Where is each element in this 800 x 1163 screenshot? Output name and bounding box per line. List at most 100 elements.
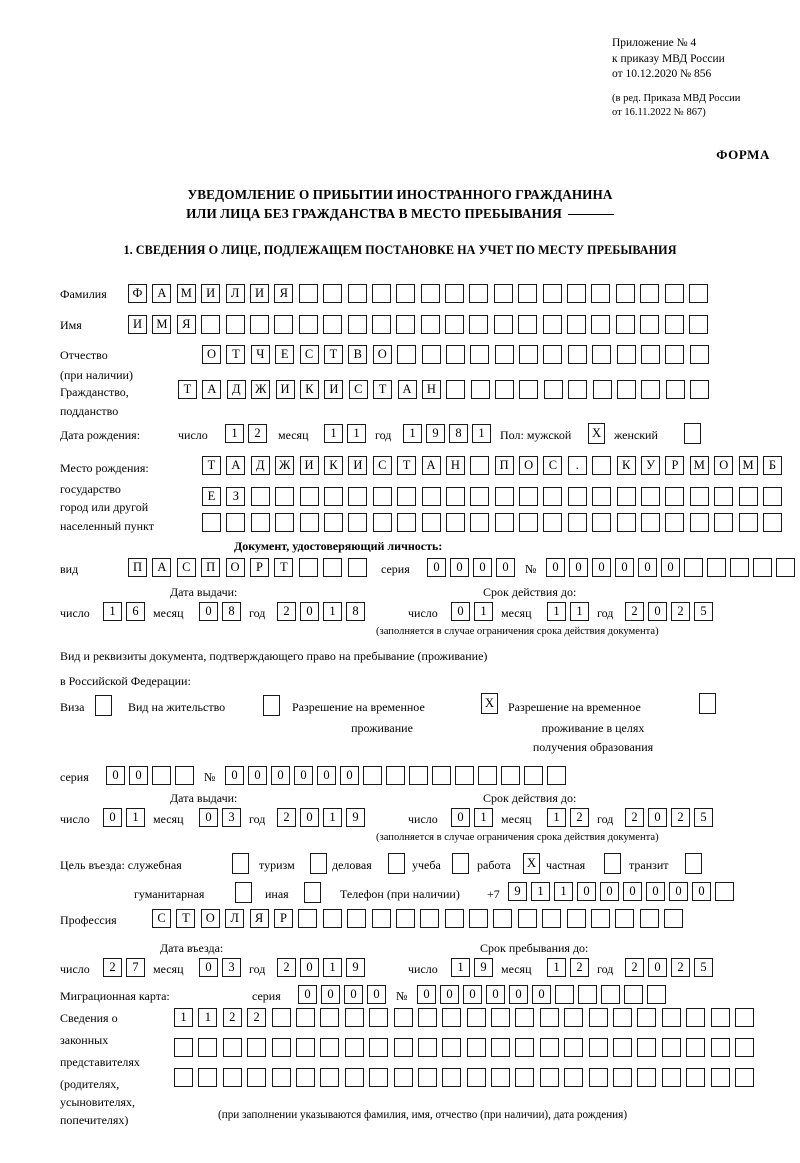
char-cell[interactable] [686,1038,706,1057]
char-cell[interactable] [298,315,318,334]
char-cell[interactable] [470,345,490,364]
char-cell[interactable]: 2 [247,1008,267,1027]
char-cell[interactable] [543,487,563,506]
char-cell[interactable] [543,345,563,364]
char-cell[interactable] [664,315,684,334]
checkbox-sex-female[interactable] [684,423,701,444]
char-cell[interactable] [686,1008,706,1027]
char-cell[interactable]: 0 [592,558,611,577]
char-cell[interactable]: 0 [692,882,711,901]
char-cell[interactable]: 0 [646,882,665,901]
char-cell[interactable] [542,284,562,303]
char-cell[interactable]: А [421,456,441,475]
char-cell[interactable] [588,1038,608,1057]
char-cell[interactable] [762,487,782,506]
char-cell[interactable] [420,284,440,303]
checkbox-residence-permit[interactable] [263,695,280,716]
char-cell[interactable]: 2 [625,958,644,977]
char-cell[interactable]: Я [249,909,269,928]
char-cell[interactable] [707,558,726,577]
char-cell[interactable] [347,909,367,928]
char-cell[interactable]: Д [226,380,246,399]
char-cell[interactable] [591,909,611,928]
char-cell[interactable] [470,487,490,506]
char-cell[interactable] [714,513,734,532]
char-cell[interactable] [445,315,465,334]
char-cell[interactable] [249,315,269,334]
char-cell[interactable]: 0 [486,985,505,1004]
char-cell[interactable]: О [372,345,392,364]
char-cell[interactable]: Ф [128,284,147,303]
char-cell[interactable]: Д [250,456,270,475]
char-cell[interactable] [421,513,441,532]
char-cell[interactable]: 9 [474,958,493,977]
char-cell[interactable] [347,558,367,577]
checkbox-purpose-tourism[interactable] [310,853,327,874]
char-cell[interactable] [298,558,318,577]
char-cell[interactable]: Р [249,558,269,577]
char-cell[interactable] [710,1038,730,1057]
char-cell[interactable]: 0 [298,985,317,1004]
char-cell[interactable]: 0 [367,985,386,1004]
char-cell[interactable] [519,345,539,364]
char-cell[interactable]: 1 [547,808,566,827]
char-cell[interactable] [495,380,515,399]
char-cell[interactable] [295,1038,315,1057]
char-cell[interactable] [445,513,465,532]
char-cell[interactable] [637,1038,657,1057]
char-cell[interactable]: О [202,345,221,364]
char-cell[interactable] [568,380,588,399]
char-cell[interactable]: 0 [451,602,470,621]
checkbox-purpose-humanitarian[interactable] [235,882,252,903]
char-cell[interactable]: К [323,456,343,475]
char-cell[interactable] [689,345,709,364]
char-cell[interactable]: 0 [600,882,619,901]
checkbox-sex-male[interactable]: X [588,423,605,444]
char-cell[interactable] [592,456,612,475]
char-cell[interactable]: 0 [463,985,482,1004]
char-cell[interactable] [442,1038,462,1057]
char-cell[interactable] [592,487,612,506]
char-cell[interactable]: 5 [694,958,713,977]
char-cell[interactable] [518,284,538,303]
char-cell[interactable] [395,909,415,928]
char-cell[interactable] [152,766,171,785]
char-cell[interactable]: 2 [277,602,296,621]
char-cell[interactable] [637,1008,657,1027]
char-cell[interactable]: 0 [496,558,515,577]
char-cell[interactable]: 2 [277,958,296,977]
char-cell[interactable] [247,1068,267,1087]
char-cell[interactable] [519,513,539,532]
char-cell[interactable]: И [201,284,221,303]
char-cell[interactable]: В [348,345,368,364]
char-cell[interactable] [555,985,574,1004]
char-cell[interactable] [637,1068,657,1087]
char-cell[interactable]: 1 [403,424,422,443]
char-cell[interactable] [592,345,612,364]
char-cell[interactable] [271,1068,291,1087]
char-cell[interactable]: 0 [623,882,642,901]
checkbox-purpose-other[interactable] [304,882,321,903]
char-cell[interactable] [613,1008,633,1027]
char-cell[interactable] [445,345,465,364]
char-cell[interactable] [198,1068,218,1087]
char-cell[interactable] [664,284,684,303]
char-cell[interactable]: И [324,380,344,399]
checkbox-purpose-business[interactable] [388,853,405,874]
char-cell[interactable] [665,513,685,532]
char-cell[interactable] [442,1068,462,1087]
char-cell[interactable] [688,315,708,334]
char-cell[interactable]: 1 [103,602,122,621]
